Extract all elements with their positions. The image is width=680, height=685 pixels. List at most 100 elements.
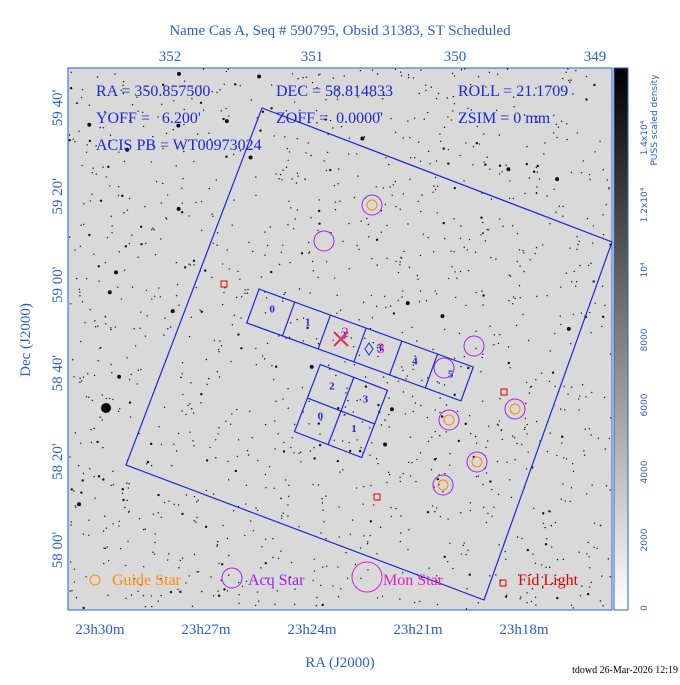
star: [266, 244, 269, 247]
star: [90, 429, 92, 431]
star: [298, 526, 300, 528]
star: [238, 581, 240, 584]
info: RA = 350.857500 DEC = 58.814833 ROLL = 2…: [96, 83, 568, 154]
star: [353, 196, 356, 199]
star: [114, 73, 116, 75]
star: [329, 119, 332, 122]
star-label: 2: [341, 325, 349, 341]
star: [590, 262, 592, 265]
star: [274, 365, 278, 368]
star: [197, 570, 200, 573]
chip-label: 3: [363, 393, 369, 405]
star: [111, 225, 113, 227]
target-marker: [364, 342, 374, 356]
star: [223, 588, 226, 591]
star: [244, 292, 246, 295]
star: [282, 300, 284, 302]
star-label: 3: [377, 341, 385, 357]
star: [491, 515, 493, 517]
star: [367, 223, 370, 226]
star: [99, 347, 101, 350]
star: [185, 494, 187, 496]
star: [340, 588, 342, 590]
star: [381, 348, 384, 351]
star: [218, 376, 221, 378]
star: [380, 424, 383, 426]
star: [384, 203, 387, 206]
star: [89, 200, 91, 202]
star: [548, 566, 551, 569]
star: [193, 445, 195, 447]
star: [277, 557, 280, 560]
star: [78, 130, 80, 132]
star: [485, 446, 487, 449]
star: [106, 546, 108, 548]
star: [80, 340, 82, 343]
star: [205, 489, 208, 492]
star: [70, 521, 72, 523]
star: [244, 289, 246, 291]
star: [256, 509, 259, 512]
star: [462, 544, 465, 547]
star: [484, 163, 487, 166]
star: [447, 277, 450, 280]
star: [465, 304, 467, 307]
star: [536, 171, 538, 173]
star: [446, 97, 449, 99]
info-roll: ROLL = 21.1709: [458, 83, 568, 100]
star: [553, 188, 555, 191]
star: [297, 175, 299, 177]
star: [407, 548, 409, 551]
star: [118, 408, 121, 410]
star: [452, 110, 454, 112]
star: [92, 167, 94, 169]
star: [327, 364, 330, 367]
star: [313, 558, 315, 560]
star: [369, 454, 371, 456]
star: [411, 326, 413, 329]
star: [229, 423, 232, 425]
star: [299, 109, 301, 112]
star: [325, 115, 328, 117]
star: [316, 596, 318, 599]
star: [364, 376, 367, 378]
star: [416, 340, 418, 342]
star: [588, 428, 591, 430]
star: [402, 472, 404, 475]
star: [90, 441, 93, 444]
star: [523, 114, 526, 116]
star: [339, 200, 341, 202]
star: [102, 478, 105, 481]
star: [444, 473, 446, 475]
star: [139, 327, 141, 329]
star: [445, 431, 447, 433]
star: [567, 68, 569, 70]
star: [136, 383, 138, 385]
star: [412, 77, 415, 79]
star: [193, 264, 195, 266]
star: [88, 519, 90, 521]
star: [216, 371, 218, 373]
star: [478, 143, 481, 145]
star: [140, 311, 142, 313]
star: [495, 574, 497, 576]
star: [572, 470, 575, 473]
star: [157, 512, 160, 514]
star: [333, 185, 336, 187]
star: [176, 123, 181, 128]
star: [456, 410, 459, 413]
star: [220, 345, 223, 347]
fid-lights: [220, 280, 508, 501]
star: [439, 133, 441, 135]
star: [157, 600, 159, 602]
star: [123, 212, 125, 214]
star: [482, 294, 485, 297]
star: [336, 96, 339, 98]
star: [463, 68, 466, 70]
star: [442, 491, 444, 493]
star: [288, 151, 291, 153]
star: [467, 107, 469, 109]
star: [211, 90, 213, 93]
star: [583, 450, 585, 452]
star: [247, 454, 250, 456]
